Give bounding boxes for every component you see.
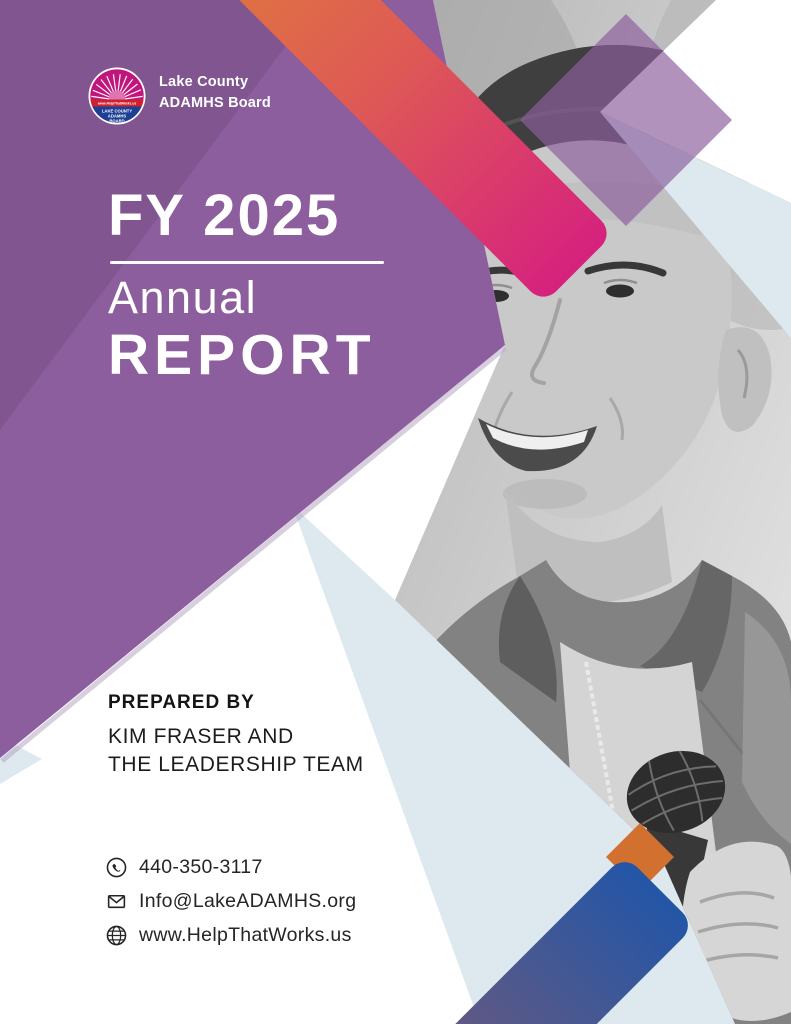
purple-panel bbox=[0, 0, 505, 758]
title-block: FY 2025 Annual REPORT bbox=[108, 183, 384, 388]
prepared-by-line2: THE LEADERSHIP TEAM bbox=[108, 752, 364, 776]
purple-diamond-overlay bbox=[520, 14, 732, 226]
prepared-by-heading: PREPARED BY bbox=[108, 692, 255, 713]
badge-red-band bbox=[90, 99, 144, 107]
contact-email: Info@LakeADAMHS.org bbox=[139, 889, 357, 912]
contact-website-row: www.HelpThatWorks.us bbox=[106, 922, 356, 948]
accent-ribbon-bottom bbox=[193, 862, 688, 1024]
accent-ribbon-top bbox=[197, 0, 607, 297]
badge-url: www.HelpThatWorks.us bbox=[98, 102, 137, 106]
logo-badge-spacer bbox=[88, 64, 146, 122]
title-underline bbox=[110, 260, 384, 264]
purple-panel-fold bbox=[0, 0, 320, 430]
title-annual: Annual bbox=[108, 271, 258, 323]
prepared-by-block: PREPARED BY KIM FRASER AND THE LEADERSHI… bbox=[108, 692, 364, 778]
contact-website: www.HelpThatWorks.us bbox=[139, 923, 352, 946]
badge-line3: BOARD bbox=[109, 118, 124, 123]
badge-blue-band bbox=[90, 106, 144, 123]
title-fiscal-year: FY 2025 bbox=[108, 183, 341, 248]
logo-line1: Lake County bbox=[159, 74, 249, 91]
phone-icon bbox=[106, 857, 127, 877]
globe-icon bbox=[106, 925, 127, 945]
logo-line2: ADAMHS Board bbox=[159, 95, 271, 111]
title-report: REPORT bbox=[108, 323, 376, 388]
contact-email-row: Info@LakeADAMHS.org bbox=[106, 888, 356, 914]
email-icon bbox=[107, 894, 126, 908]
contact-phone-row: 440-350-3117 bbox=[106, 854, 356, 880]
prepared-by-line1: KIM FRASER AND bbox=[108, 725, 294, 748]
logo-wordmark: Lake County ADAMHS Board bbox=[159, 72, 271, 113]
contact-block: 440-350-3117 Info@LakeADAMHS.org www.Hel… bbox=[106, 854, 356, 948]
purple-edge-shadow bbox=[0, 346, 507, 763]
badge-line1: LAKE COUNTY bbox=[102, 109, 132, 114]
badge-line2: ADAMHS bbox=[108, 114, 127, 119]
adamhs-logo-badge: www.HelpThatWorks.us LAKE COUNTY ADAMHS … bbox=[88, 67, 146, 125]
contact-phone: 440-350-3117 bbox=[139, 855, 263, 878]
logo-block: Lake County ADAMHS Board bbox=[88, 64, 271, 122]
